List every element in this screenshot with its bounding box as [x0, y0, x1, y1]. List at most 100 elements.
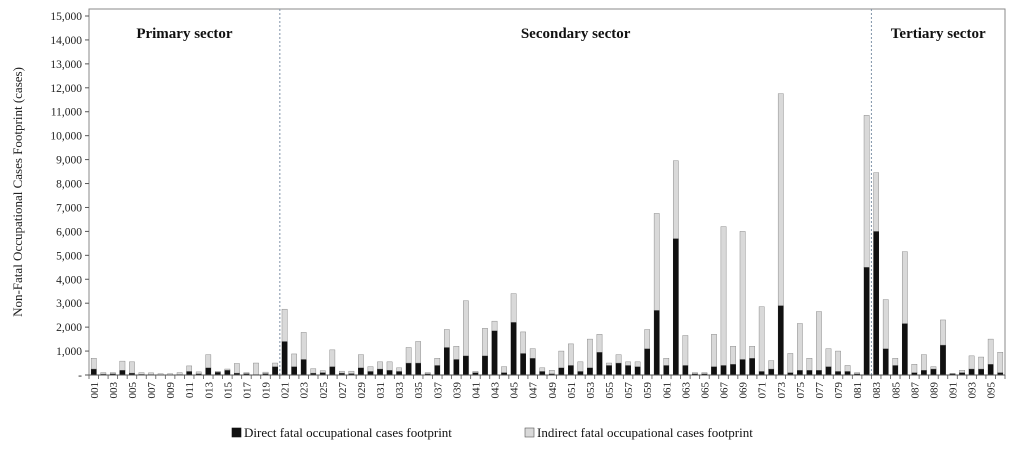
bar-indirect-096 — [997, 352, 1004, 373]
x-tick-label: 091 — [948, 382, 960, 399]
bar-indirect-003 — [110, 372, 116, 375]
bar-indirect-029 — [358, 354, 364, 369]
bar-direct-073 — [777, 305, 784, 376]
bar-direct-070 — [749, 358, 755, 376]
bar-indirect-048 — [539, 367, 546, 372]
bar-direct-084 — [882, 348, 889, 376]
bar-indirect-036 — [424, 372, 431, 375]
bar-indirect-025 — [319, 370, 326, 373]
bar-indirect-069 — [739, 231, 746, 360]
x-tick-label: 021 — [280, 382, 292, 399]
bar-indirect-017 — [243, 372, 250, 374]
bar-direct-043 — [491, 330, 498, 376]
bar-direct-046 — [520, 353, 526, 376]
sector-label: Tertiary sector — [891, 26, 986, 42]
bar-direct-035 — [415, 362, 422, 376]
bar-indirect-013 — [205, 354, 212, 369]
sector-label: Primary sector — [136, 26, 233, 42]
bar-indirect-057 — [625, 361, 631, 366]
bar-indirect-018 — [253, 362, 259, 375]
y-tick-label: 14,000 — [50, 35, 82, 47]
bar-direct-072 — [768, 368, 775, 376]
bar-indirect-068 — [730, 346, 736, 365]
bar-direct-063 — [682, 365, 689, 376]
bar-indirect-063 — [682, 335, 689, 366]
bar-indirect-070 — [749, 346, 755, 359]
x-tick-label: 013 — [203, 382, 215, 399]
bar-direct-076 — [806, 370, 813, 376]
sector-label: Secondary sector — [521, 26, 631, 42]
bar-indirect-064 — [692, 372, 698, 375]
bar-direct-069 — [739, 359, 746, 376]
bar-indirect-019 — [262, 371, 269, 374]
bar-direct-040 — [463, 355, 469, 376]
bars — [90, 93, 1004, 376]
x-tick-label: 051 — [566, 382, 578, 399]
y-tick-label: 2,000 — [56, 322, 82, 334]
bar-indirect-012 — [195, 371, 202, 375]
bar-indirect-092 — [959, 370, 965, 373]
bar-indirect-071 — [758, 306, 765, 372]
bar-indirect-089 — [930, 366, 937, 370]
x-tick-label: 055 — [604, 382, 616, 399]
bar-direct-078 — [825, 366, 832, 376]
x-tick-label: 075 — [795, 382, 807, 399]
bar-indirect-028 — [348, 370, 355, 374]
bar-indirect-043 — [491, 320, 498, 331]
bar-indirect-076 — [806, 358, 813, 371]
x-tick-label: 073 — [776, 382, 788, 399]
bar-indirect-021 — [281, 308, 288, 342]
bar-direct-004 — [119, 370, 126, 376]
legend-swatch-indirect — [524, 427, 535, 438]
bar-direct-077 — [816, 370, 822, 376]
x-tick-label: 095 — [986, 382, 998, 399]
bar-indirect-046 — [520, 331, 526, 354]
bar-direct-020 — [272, 366, 278, 376]
y-tick-label: 11,000 — [51, 107, 82, 119]
sector-labels: Primary sector Secondary sector Tertiary s… — [136, 26, 986, 42]
bar-indirect-045 — [510, 293, 517, 323]
bar-indirect-038 — [443, 329, 450, 348]
legend-label-indirect: Indirect fatal occupational cases footpr… — [537, 425, 753, 440]
bar-direct-029 — [358, 367, 364, 376]
x-tick-label: 065 — [699, 382, 711, 399]
y-tick-label: 12,000 — [50, 83, 82, 95]
bar-indirect-095 — [987, 338, 994, 365]
x-tick-label: 003 — [108, 382, 120, 399]
bar-direct-034 — [405, 362, 412, 376]
bar-direct-048 — [539, 371, 546, 376]
bar-direct-042 — [482, 355, 488, 376]
x-tick-label: 009 — [165, 382, 177, 399]
bar-indirect-050 — [558, 350, 565, 369]
x-tick-label: 085 — [890, 382, 902, 399]
y-axis-label: Non-Fatal Occupational Cases Footprint (… — [10, 67, 25, 317]
bar-indirect-093 — [968, 355, 975, 370]
bar-indirect-033 — [396, 367, 402, 372]
bar-direct-088 — [921, 370, 927, 376]
x-tick-label: 077 — [814, 382, 826, 399]
bar-direct-061 — [663, 365, 670, 376]
bar-indirect-088 — [921, 354, 927, 371]
bar-indirect-090 — [940, 319, 946, 346]
bar-direct-031 — [377, 368, 383, 376]
bar-indirect-053 — [587, 338, 593, 369]
y-tick-label: 8,000 — [56, 179, 82, 191]
bar-indirect-079 — [835, 350, 841, 372]
x-tick-label: 029 — [356, 382, 368, 399]
x-tick-label: 043 — [490, 382, 502, 399]
bar-indirect-073 — [777, 93, 784, 306]
x-tick-label: 047 — [528, 382, 540, 399]
bar-indirect-006 — [138, 372, 145, 375]
x-tick-label: 089 — [928, 382, 940, 399]
bar-direct-079 — [835, 371, 841, 376]
sector-dividers — [279, 9, 872, 375]
y-tick-label: 9,000 — [56, 155, 82, 167]
y-tick-label: 10,000 — [50, 131, 82, 143]
bar-direct-085 — [892, 365, 899, 376]
legend-swatch-direct — [231, 427, 242, 438]
bar-direct-055 — [606, 365, 612, 376]
bar-indirect-039 — [453, 346, 460, 360]
x-tick-label: 011 — [184, 382, 196, 398]
bar-direct-095 — [987, 364, 994, 376]
bar-direct-059 — [644, 348, 651, 376]
